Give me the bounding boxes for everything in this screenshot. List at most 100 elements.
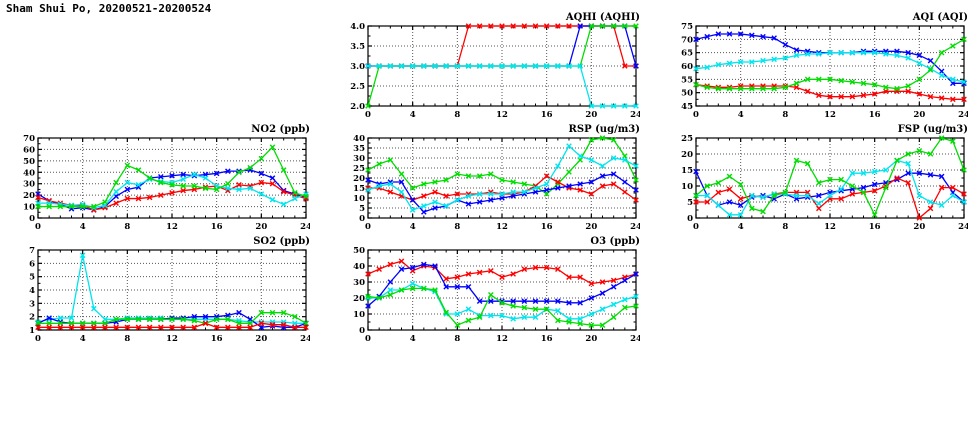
plot-svg-fsp: 0 5 10 15 20 25 0 4 8 12 16 20 24 — [681, 134, 968, 232]
svg-text:20: 20 — [585, 110, 597, 120]
svg-text:20: 20 — [585, 222, 597, 232]
svg-text:20: 20 — [913, 110, 925, 120]
chart-title-o3: O3 (ppb) — [590, 236, 640, 247]
svg-text:4: 4 — [410, 334, 416, 344]
series-green — [693, 36, 967, 92]
plot-area-rsp: 0 5 10 15 20 25 30 35 40 0 4 8 12 16 20 24 — [340, 134, 640, 234]
svg-text:8: 8 — [782, 110, 788, 120]
svg-text:15: 15 — [353, 184, 365, 194]
svg-text:16: 16 — [211, 222, 223, 232]
series-blue — [365, 261, 639, 309]
plot-area-no2: 0 10 20 30 40 50 60 70 0 4 8 12 16 20 24 — [10, 134, 310, 234]
svg-text:20: 20 — [23, 191, 35, 201]
svg-text:16: 16 — [869, 110, 881, 120]
svg-text:70: 70 — [23, 134, 35, 144]
series-cyan — [365, 143, 639, 213]
svg-text:50: 50 — [681, 89, 693, 99]
svg-text:12: 12 — [496, 110, 508, 120]
series-green — [365, 135, 639, 197]
svg-text:24: 24 — [630, 334, 640, 344]
svg-text:20: 20 — [353, 174, 365, 184]
svg-text:3.5: 3.5 — [350, 42, 365, 52]
svg-text:50: 50 — [23, 157, 35, 167]
svg-text:25: 25 — [353, 164, 365, 174]
svg-text:0: 0 — [35, 222, 41, 232]
svg-text:5: 5 — [687, 198, 693, 208]
svg-text:24: 24 — [300, 222, 310, 232]
svg-text:8: 8 — [454, 334, 460, 344]
svg-text:20: 20 — [353, 294, 365, 304]
plot-area-fsp: 0 5 10 15 20 25 0 4 8 12 16 20 24 — [668, 134, 968, 234]
svg-text:4: 4 — [738, 110, 744, 120]
plot-svg-aqi: 45 50 55 60 65 70 75 0 4 8 12 16 20 24 — [681, 22, 968, 120]
svg-text:2: 2 — [29, 313, 35, 323]
chart-title-no2: NO2 (ppb) — [251, 124, 310, 135]
svg-text:40: 40 — [353, 134, 365, 144]
svg-text:12: 12 — [824, 222, 836, 232]
series-red — [693, 175, 967, 221]
series-green — [365, 285, 639, 328]
svg-text:0: 0 — [35, 334, 41, 344]
chart-panel-aqi: AQI (AQI) 45 50 55 60 65 70 75 0 4 8 12 16 20 24 — [668, 12, 968, 122]
svg-text:20: 20 — [913, 222, 925, 232]
svg-text:24: 24 — [300, 334, 310, 344]
series-blue — [365, 23, 639, 69]
chart-title-aqhi: AQHI (AQHI) — [565, 12, 640, 23]
series-red — [35, 320, 309, 331]
series-cyan — [365, 280, 639, 322]
svg-text:16: 16 — [541, 334, 553, 344]
svg-text:12: 12 — [496, 334, 508, 344]
chart-title-fsp: FSP (ug/m3) — [897, 124, 968, 135]
chart-panel-o3: O3 (ppb) 0 10 20 30 40 50 0 4 8 12 16 20 24 — [340, 236, 640, 346]
svg-text:10: 10 — [353, 194, 365, 204]
svg-text:16: 16 — [869, 222, 881, 232]
series-green — [693, 135, 967, 218]
plot-area-aqi: 45 50 55 60 65 70 75 0 4 8 12 16 20 24 — [668, 22, 968, 122]
svg-text:6: 6 — [29, 259, 35, 269]
svg-text:0: 0 — [359, 326, 365, 336]
svg-text:20: 20 — [255, 334, 267, 344]
svg-text:10: 10 — [681, 182, 693, 192]
svg-text:12: 12 — [166, 334, 178, 344]
svg-text:16: 16 — [541, 110, 553, 120]
svg-text:30: 30 — [23, 180, 35, 190]
svg-text:10: 10 — [23, 203, 35, 213]
plot-svg-o3: 0 10 20 30 40 50 0 4 8 12 16 20 24 — [353, 246, 640, 344]
chart-title-rsp: RSP (ug/m3) — [568, 124, 640, 135]
svg-text:0: 0 — [687, 214, 693, 224]
svg-text:45: 45 — [681, 102, 693, 112]
chart-title-aqi: AQI (AQI) — [912, 12, 968, 23]
svg-text:30: 30 — [353, 154, 365, 164]
chart-panel-so2: SO2 (ppb) 1 2 3 4 5 6 7 0 4 8 12 16 20 24 — [10, 236, 310, 346]
svg-text:40: 40 — [353, 262, 365, 272]
series-cyan — [693, 157, 967, 218]
svg-text:4: 4 — [29, 286, 35, 296]
chart-panel-aqhi: AQHI (AQHI) 2.0 2.5 3.0 3.5 4.0 0 4 8 12 16 20 24 — [340, 12, 640, 122]
svg-text:25: 25 — [681, 134, 693, 144]
svg-text:30: 30 — [353, 278, 365, 288]
svg-text:70: 70 — [681, 35, 693, 45]
chart-title-so2: SO2 (ppb) — [253, 236, 310, 247]
svg-text:1: 1 — [29, 326, 35, 336]
svg-text:2.5: 2.5 — [350, 82, 365, 92]
svg-text:60: 60 — [23, 145, 35, 155]
svg-text:12: 12 — [824, 110, 836, 120]
svg-text:0: 0 — [693, 110, 699, 120]
svg-text:8: 8 — [454, 222, 460, 232]
svg-text:8: 8 — [124, 222, 130, 232]
svg-text:8: 8 — [124, 334, 130, 344]
plot-area-so2: 1 2 3 4 5 6 7 0 4 8 12 16 20 24 — [10, 246, 310, 346]
svg-text:4: 4 — [738, 222, 744, 232]
svg-text:75: 75 — [681, 22, 693, 32]
svg-text:16: 16 — [541, 222, 553, 232]
svg-text:35: 35 — [353, 144, 365, 154]
svg-text:16: 16 — [211, 334, 223, 344]
svg-text:12: 12 — [166, 222, 178, 232]
svg-text:12: 12 — [496, 222, 508, 232]
svg-text:3.0: 3.0 — [350, 62, 365, 72]
svg-text:40: 40 — [23, 168, 35, 178]
svg-text:8: 8 — [782, 222, 788, 232]
svg-text:0: 0 — [359, 214, 365, 224]
page-title: Sham Shui Po, 20200521-20200524 — [6, 2, 212, 15]
